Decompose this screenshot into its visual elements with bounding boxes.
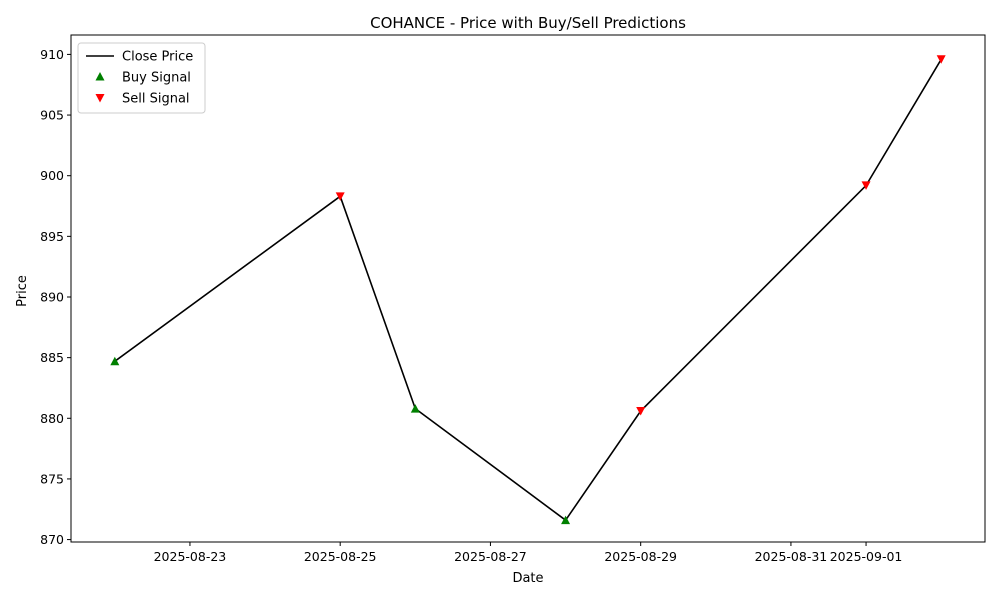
sell-signal-marker: [861, 181, 871, 190]
x-tick-label: 2025-09-01: [830, 549, 903, 564]
x-tick-label: 2025-08-31: [755, 549, 828, 564]
legend-box: [77, 42, 206, 114]
y-tick-label: 870: [40, 532, 64, 547]
buy-signal-marker: [561, 515, 571, 525]
x-tick-label: 2025-08-27: [454, 549, 527, 564]
x-tick-label: 2025-08-23: [154, 549, 227, 564]
y-tick-label: 880: [40, 411, 64, 426]
sell-signal-marker: [936, 55, 946, 64]
axis-ticks: 2025-08-23 2025-08-25 2025-08-27 2025-08-29…: [40, 47, 902, 564]
chart-title: COHANCE - Price with Buy/Sell Prediction…: [370, 14, 686, 32]
y-tick-label: 875: [40, 471, 64, 486]
legend: Close Price Buy Signal Sell Signal: [77, 42, 206, 114]
y-tick-label: 885: [40, 350, 64, 365]
y-tick-label: 905: [40, 108, 64, 123]
sell-signal-marker: [335, 192, 345, 201]
buy-signal-marker: [410, 404, 420, 413]
buy-signal-marker: [110, 356, 120, 366]
legend-sell-marker: [95, 94, 105, 103]
y-tick-label: 900: [40, 168, 64, 183]
y-tick-label: 890: [40, 289, 64, 304]
legend-buy-marker: [95, 72, 105, 81]
y-axis-label: Price: [15, 275, 30, 307]
legend-buy-signal: Buy Signal: [122, 71, 191, 86]
close-price-line: [114, 58, 942, 522]
axes-frame: [70, 34, 986, 543]
x-tick-label: 2025-08-25: [304, 549, 377, 564]
plot-area: [110, 55, 946, 525]
x-axis-label: Date: [512, 571, 543, 586]
x-tick-label: 2025-08-29: [604, 549, 677, 564]
y-tick-label: 895: [40, 229, 64, 244]
y-tick-label: 910: [40, 47, 64, 62]
legend-sell-signal: Sell Signal: [122, 92, 190, 107]
legend-close-price: Close Price: [122, 50, 193, 65]
sell-signal-marker: [636, 407, 646, 416]
